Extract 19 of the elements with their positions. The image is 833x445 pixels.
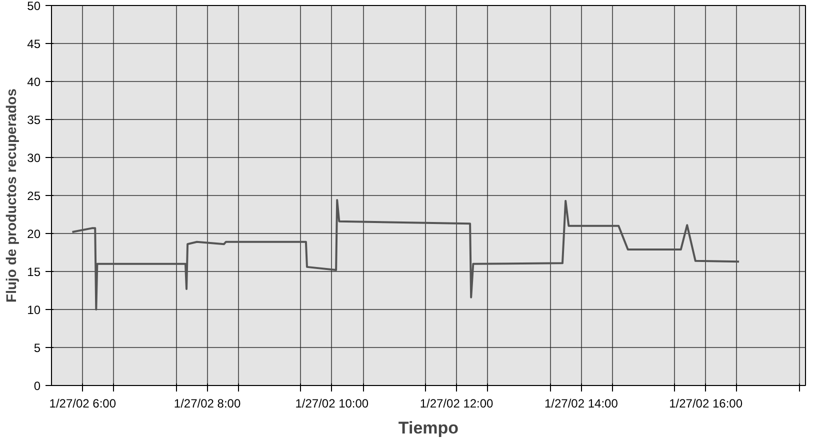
y-axis-title: Flujo de productos recuperados (3, 88, 20, 302)
x-tick-label: 1/27/02 12:00 (420, 396, 494, 410)
y-tick-label: 40 (27, 75, 41, 89)
x-tick-label: 1/27/02 14:00 (544, 396, 618, 410)
y-tick-label: 35 (27, 113, 41, 127)
x-tick-label: 1/27/02 8:00 (174, 396, 241, 410)
y-tick-label: 10 (27, 303, 41, 317)
y-tick-label: 30 (27, 151, 41, 165)
y-tick-label: 0 (34, 379, 41, 393)
y-tick-label: 5 (34, 341, 41, 355)
x-tick-label: 1/27/02 16:00 (669, 396, 743, 410)
y-tick-label: 25 (27, 189, 41, 203)
x-tick-label: 1/27/02 10:00 (295, 396, 369, 410)
y-tick-label: 45 (27, 37, 41, 51)
x-tick-label: 1/27/02 6:00 (49, 396, 116, 410)
x-axis-title: Tiempo (398, 418, 459, 438)
y-tick-label: 50 (27, 0, 41, 13)
y-tick-label: 15 (27, 265, 41, 279)
y-tick-label: 20 (27, 227, 41, 241)
